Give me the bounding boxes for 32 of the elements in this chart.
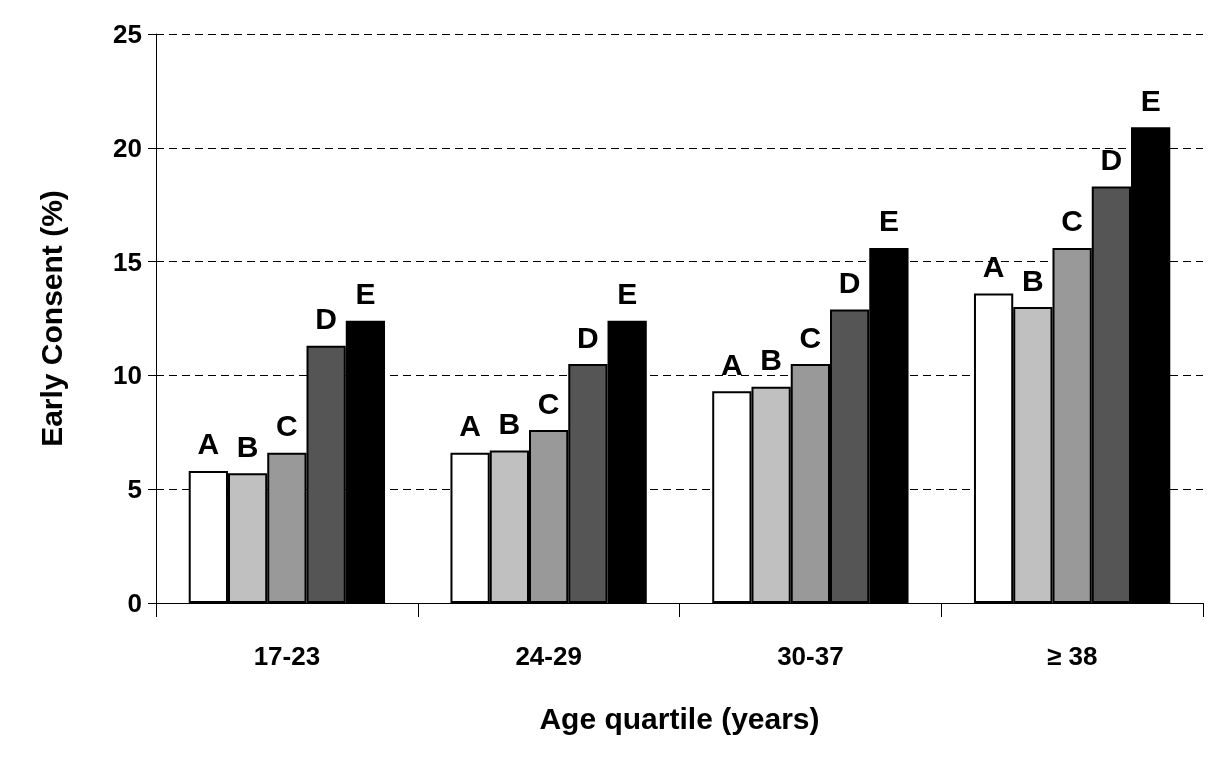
x-tick-label: 30-37 — [777, 641, 844, 671]
y-tick-label: 20 — [113, 132, 142, 163]
text: D — [577, 320, 599, 354]
y-tick-label: 5 — [127, 474, 142, 505]
x-tick-label: ≥ 38 — [1046, 641, 1098, 671]
text: C — [537, 386, 560, 420]
text: E — [1140, 83, 1161, 117]
text: E — [878, 204, 899, 238]
y-tick-label: 10 — [113, 360, 142, 391]
series-label: A — [197, 427, 220, 461]
series-label: B — [236, 429, 259, 463]
text: B — [498, 407, 521, 441]
y-axis-title: Early Consent (%) — [34, 190, 68, 447]
x-axis-title: Age quartile (years) — [539, 701, 820, 735]
y-tick-label: 15 — [113, 246, 142, 277]
text: C — [1061, 204, 1083, 238]
text: A — [982, 249, 1005, 283]
text: D — [838, 265, 861, 299]
series-label: C — [276, 409, 298, 443]
text: B — [1022, 263, 1044, 297]
y-tick-label: 25 — [113, 19, 142, 49]
series-label: E — [355, 277, 376, 311]
text: A — [459, 409, 481, 443]
text: B — [760, 343, 782, 377]
x-tick-label: 17-23 — [253, 641, 321, 671]
text: E — [617, 277, 638, 311]
text: A — [721, 347, 743, 381]
text: C — [799, 320, 822, 354]
series-label: D — [315, 302, 337, 336]
x-tick-label: 24-29 — [515, 641, 582, 671]
y-tick-label: 0 — [127, 588, 142, 618]
text: D — [1100, 142, 1123, 176]
